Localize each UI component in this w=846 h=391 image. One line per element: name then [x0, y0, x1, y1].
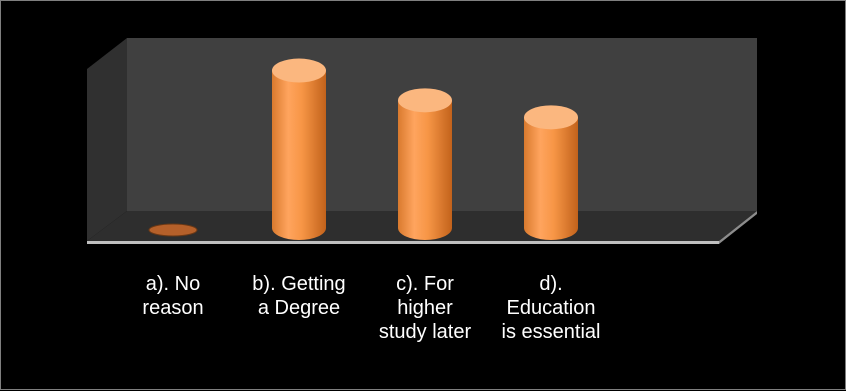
- bar-4-body: [524, 117, 578, 240]
- category-label-3: c). For higher study later: [378, 273, 472, 343]
- bar-2: [272, 58, 326, 240]
- bars-layer: [148, 58, 578, 240]
- left-side-wall: [87, 38, 127, 241]
- floor-edge: [87, 241, 719, 244]
- category-label-1: a). No reason: [142, 273, 204, 319]
- bar-3-top: [398, 88, 452, 113]
- bar-2-top: [272, 58, 326, 83]
- category-label-4: d). Education is essential: [501, 273, 601, 343]
- bar-3-body: [398, 100, 452, 240]
- category-label-2: b). Getting a Degree: [252, 273, 346, 319]
- bar-1-flat-disc: [148, 223, 198, 237]
- bar-3: [398, 88, 452, 240]
- bar-2-body: [272, 70, 326, 240]
- bar-4-top: [524, 105, 578, 130]
- bar-1: [148, 223, 198, 237]
- bar-4: [524, 105, 578, 240]
- floor-edge-side: [719, 211, 757, 244]
